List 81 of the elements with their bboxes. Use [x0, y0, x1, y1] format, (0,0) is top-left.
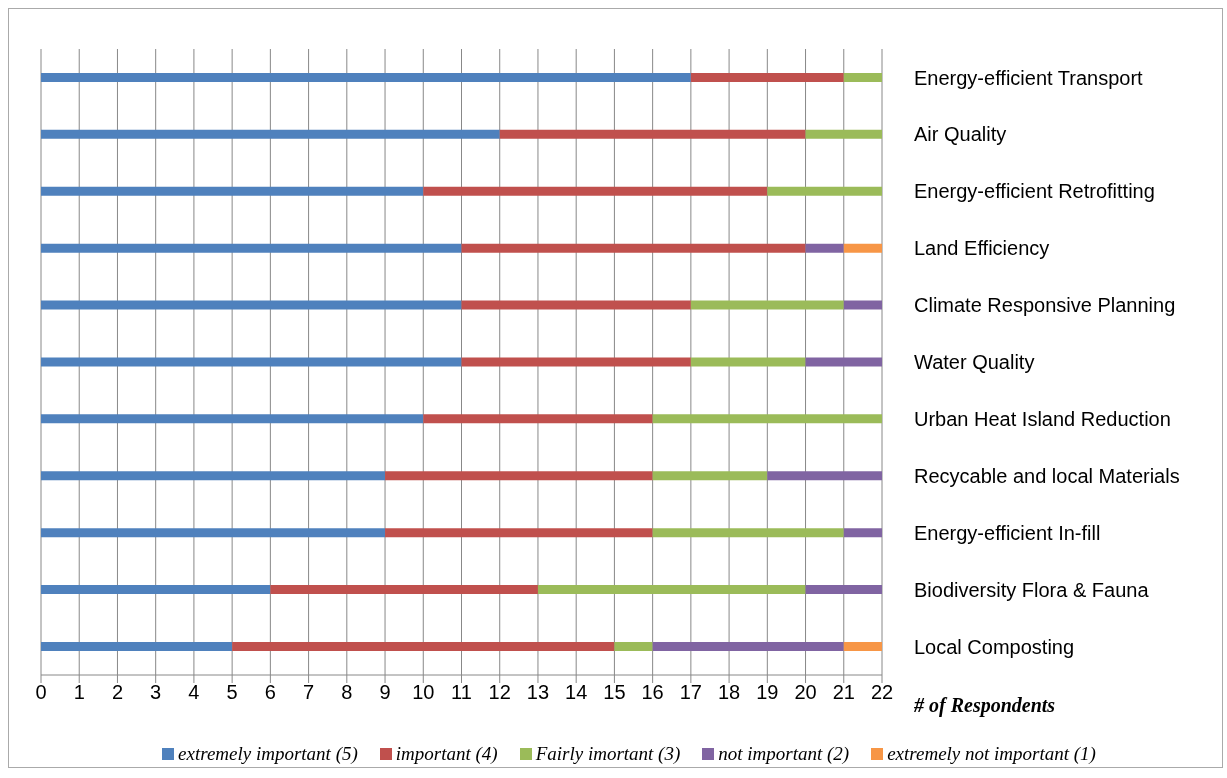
bar: [41, 471, 386, 481]
bar: [41, 641, 233, 651]
bar: [423, 186, 768, 196]
y-tick-label: Air Quality: [914, 123, 1007, 146]
bar: [652, 471, 768, 481]
bar: [690, 72, 844, 82]
y-tick-label: Biodiversity Flora & Fauna: [914, 578, 1150, 601]
bar: [690, 357, 806, 367]
legend-label: extremely not important (1): [886, 743, 1096, 765]
bar: [843, 300, 882, 310]
y-tick-label: Water Quality: [914, 351, 1035, 374]
x-tick-label: 17: [679, 681, 702, 704]
bar: [41, 300, 462, 310]
x-tick-label: 11: [451, 681, 472, 704]
x-tick-label: 13: [526, 681, 550, 704]
x-tick-label: 4: [188, 681, 200, 704]
y-tick-label: Climate Responsive Planning: [914, 294, 1176, 317]
bar: [385, 471, 653, 481]
y-tick-label: Energy-efficient Transport: [914, 66, 1144, 89]
x-tick-label: 9: [379, 681, 391, 704]
bar: [41, 129, 500, 139]
bar: [41, 585, 271, 595]
bar: [461, 243, 806, 253]
bar: [41, 528, 386, 538]
y-tick-label: Recycable and local Materials: [914, 464, 1180, 487]
y-tick-label: Urban Heat Island Reduction: [914, 408, 1171, 431]
x-tick-label: 5: [226, 681, 238, 704]
bar: [41, 186, 424, 196]
bar: [385, 528, 653, 538]
bar: [537, 585, 806, 595]
bar: [652, 528, 844, 538]
bar: [423, 414, 653, 424]
bar: [843, 243, 882, 253]
legend-label: not important (2): [717, 743, 850, 765]
y-tick-label: Energy-efficient In-fill: [914, 521, 1101, 544]
bar: [843, 528, 882, 538]
legend-label: important (4): [394, 743, 498, 765]
bar: [805, 357, 882, 367]
bar: [805, 585, 882, 595]
x-tick-label: 7: [303, 681, 315, 704]
x-tick-label: 6: [264, 681, 276, 704]
bar: [805, 129, 882, 139]
legend-label: Fairly imortant (3): [534, 743, 681, 765]
y-tick-label: Local Composting: [914, 635, 1075, 658]
bar: [690, 300, 844, 310]
y-tick-label: Energy-efficient Retrofitting: [914, 180, 1155, 203]
bar: [461, 357, 691, 367]
bar: [652, 641, 844, 651]
bar: [652, 414, 882, 424]
bar: [499, 129, 806, 139]
bar: [41, 243, 462, 253]
legend-label: extremely important (5): [177, 743, 358, 765]
bar: [41, 357, 462, 367]
x-tick-label: 20: [794, 681, 817, 704]
x-tick-label: 15: [603, 681, 626, 704]
bar: [614, 641, 653, 651]
x-tick-label: 8: [341, 681, 353, 704]
bar: [41, 72, 691, 82]
bar: [767, 471, 882, 481]
bar: [41, 414, 424, 424]
x-tick-label: 10: [412, 681, 435, 704]
x-tick-label: 18: [717, 681, 741, 704]
bar: [843, 641, 882, 651]
x-tick-label: 12: [488, 681, 511, 704]
bar: [843, 72, 882, 82]
bar: [461, 300, 691, 310]
x-tick-label: 21: [832, 681, 855, 704]
y-tick-label: Land Efficiency: [914, 237, 1050, 260]
bar: [767, 186, 882, 196]
x-tick-label: 2: [111, 681, 124, 704]
bar: [270, 585, 538, 595]
x-tick-label: 14: [565, 681, 588, 704]
x-tick-label: 0: [35, 681, 47, 704]
x-tick-label: 22: [870, 681, 894, 704]
x-tick-label: 1: [73, 681, 85, 704]
x-tick-label: 19: [756, 681, 779, 704]
bar: [232, 641, 615, 651]
x-tick-label: 3: [150, 681, 162, 704]
bar: [805, 243, 844, 253]
x-tick-label: 16: [641, 681, 664, 704]
x-axis-title: # of Respondents: [913, 694, 1056, 717]
